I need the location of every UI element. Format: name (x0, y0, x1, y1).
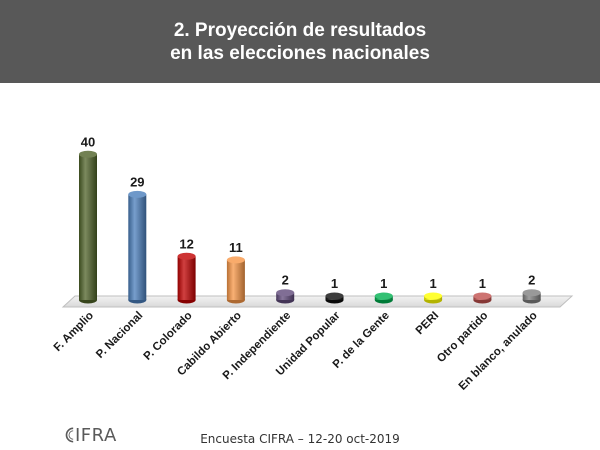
bar-body-p-independiente (276, 292, 295, 300)
category-label-f-amplio: F. Amplio (52, 310, 96, 354)
data-label-p-colorado: 12 (179, 236, 193, 251)
data-label-p-de-la-gente: 1 (380, 276, 387, 291)
data-label-cabildo-abierto: 11 (229, 240, 243, 255)
bar-top-peri (424, 292, 443, 300)
cifra-logo-mark-icon (65, 427, 74, 443)
bar-body-en-blanco-anulado (522, 292, 541, 300)
bar-top-cabildo-abierto (226, 256, 245, 264)
category-label-p-colorado: P. Colorado (142, 310, 195, 363)
bar-en-blanco-anulado (522, 289, 541, 304)
header-banner: 2. Proyección de resultados en las elecc… (0, 0, 600, 83)
category-label-otro-partido: Otro partido (435, 310, 490, 365)
bars-layer (79, 150, 541, 304)
bar-top-p-independiente (276, 289, 295, 297)
chart-title-line-2: en las elecciones nacionales (170, 42, 430, 64)
bar-otro-partido (473, 292, 492, 304)
bar-top-unidad-popular (325, 292, 344, 300)
bar-body-p-nacional (128, 194, 147, 300)
bar-peri (424, 292, 443, 304)
bar-p-colorado (177, 252, 196, 304)
cifra-logo: IFRA (64, 424, 117, 446)
bar-body-f-amplio (79, 154, 97, 300)
cifra-logo-text: IFRA (75, 424, 117, 446)
bar-top-otro-partido (473, 292, 492, 300)
category-label-peri: PERI (414, 310, 441, 337)
data-label-peri: 1 (429, 276, 436, 291)
bar-body-p-colorado (177, 256, 196, 300)
bar-cabildo-abierto (226, 256, 245, 304)
data-label-en-blanco-anulado: 2 (528, 273, 535, 288)
bar-body-cabildo-abierto (226, 259, 245, 300)
bar-top-p-de-la-gente (374, 292, 393, 300)
bar-top-p-nacional (128, 190, 147, 198)
data-label-unidad-popular: 1 (331, 276, 338, 291)
bar-p-nacional (128, 190, 147, 304)
data-label-f-amplio: 40 (81, 134, 95, 149)
bar-top-en-blanco-anulado (522, 289, 541, 297)
source-footnote: Encuesta CIFRA – 12-20 oct-2019 (200, 432, 400, 446)
data-label-otro-partido: 1 (479, 276, 486, 291)
chart-title-line-1: 2. Proyección de resultados (173, 19, 427, 41)
data-label-p-independiente: 2 (282, 273, 289, 288)
bar-unidad-popular (325, 292, 344, 304)
bar-f-amplio (79, 150, 97, 304)
bar-top-f-amplio (79, 150, 97, 158)
category-label-p-nacional: P. Nacional (94, 310, 145, 361)
data-label-p-nacional: 29 (130, 174, 144, 189)
bar-p-de-la-gente (374, 292, 393, 304)
bar-p-independiente (276, 289, 295, 304)
bar-top-p-colorado (177, 252, 196, 260)
